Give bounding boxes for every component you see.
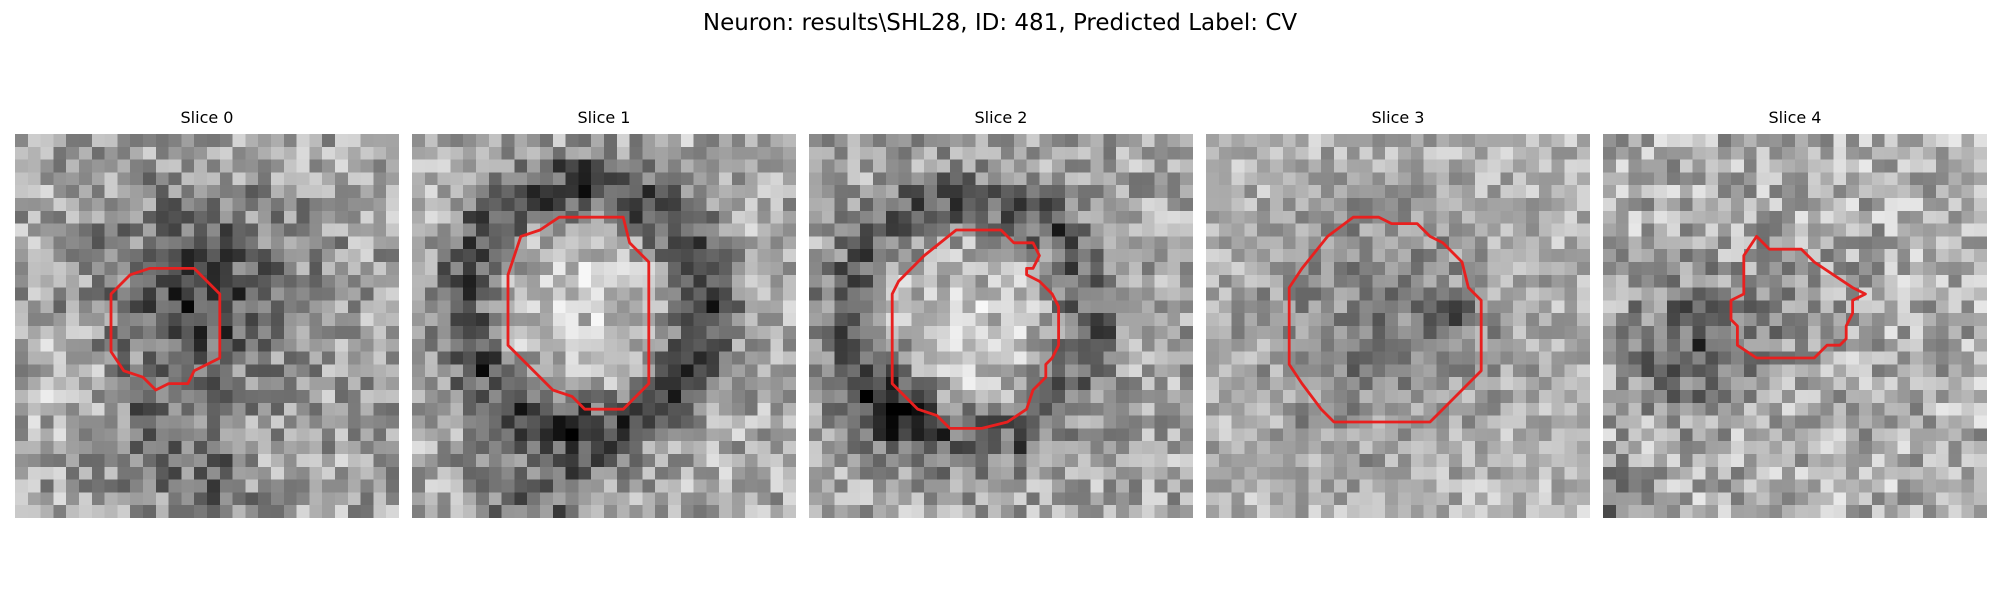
slice-image-1 — [412, 134, 796, 518]
figure-title: Neuron: results\SHL28, ID: 481, Predicte… — [702, 10, 1298, 36]
neuron-contour — [890, 228, 1061, 430]
slice-contour-2 — [890, 228, 1061, 430]
neuron-contour — [1729, 234, 1867, 360]
slice-image-3 — [1206, 134, 1590, 518]
slice-contour-3 — [1287, 215, 1483, 424]
slice-image-4 — [1603, 134, 1987, 518]
slice-image-0 — [15, 134, 399, 518]
slice-title-4: Slice 4 — [1768, 108, 1822, 127]
slice-contour-4 — [1729, 234, 1867, 360]
slice-title-1: Slice 1 — [577, 108, 631, 127]
slice-title-3: Slice 3 — [1371, 108, 1425, 127]
slice-image-2 — [809, 134, 1193, 518]
slice-contour-0 — [109, 266, 222, 392]
neuron-contour — [1287, 215, 1483, 424]
slice-title-0: Slice 0 — [180, 108, 234, 127]
neuron-contour — [109, 266, 222, 392]
slice-contour-1 — [506, 215, 651, 411]
neuron-contour — [506, 215, 651, 411]
slice-title-2: Slice 2 — [974, 108, 1028, 127]
